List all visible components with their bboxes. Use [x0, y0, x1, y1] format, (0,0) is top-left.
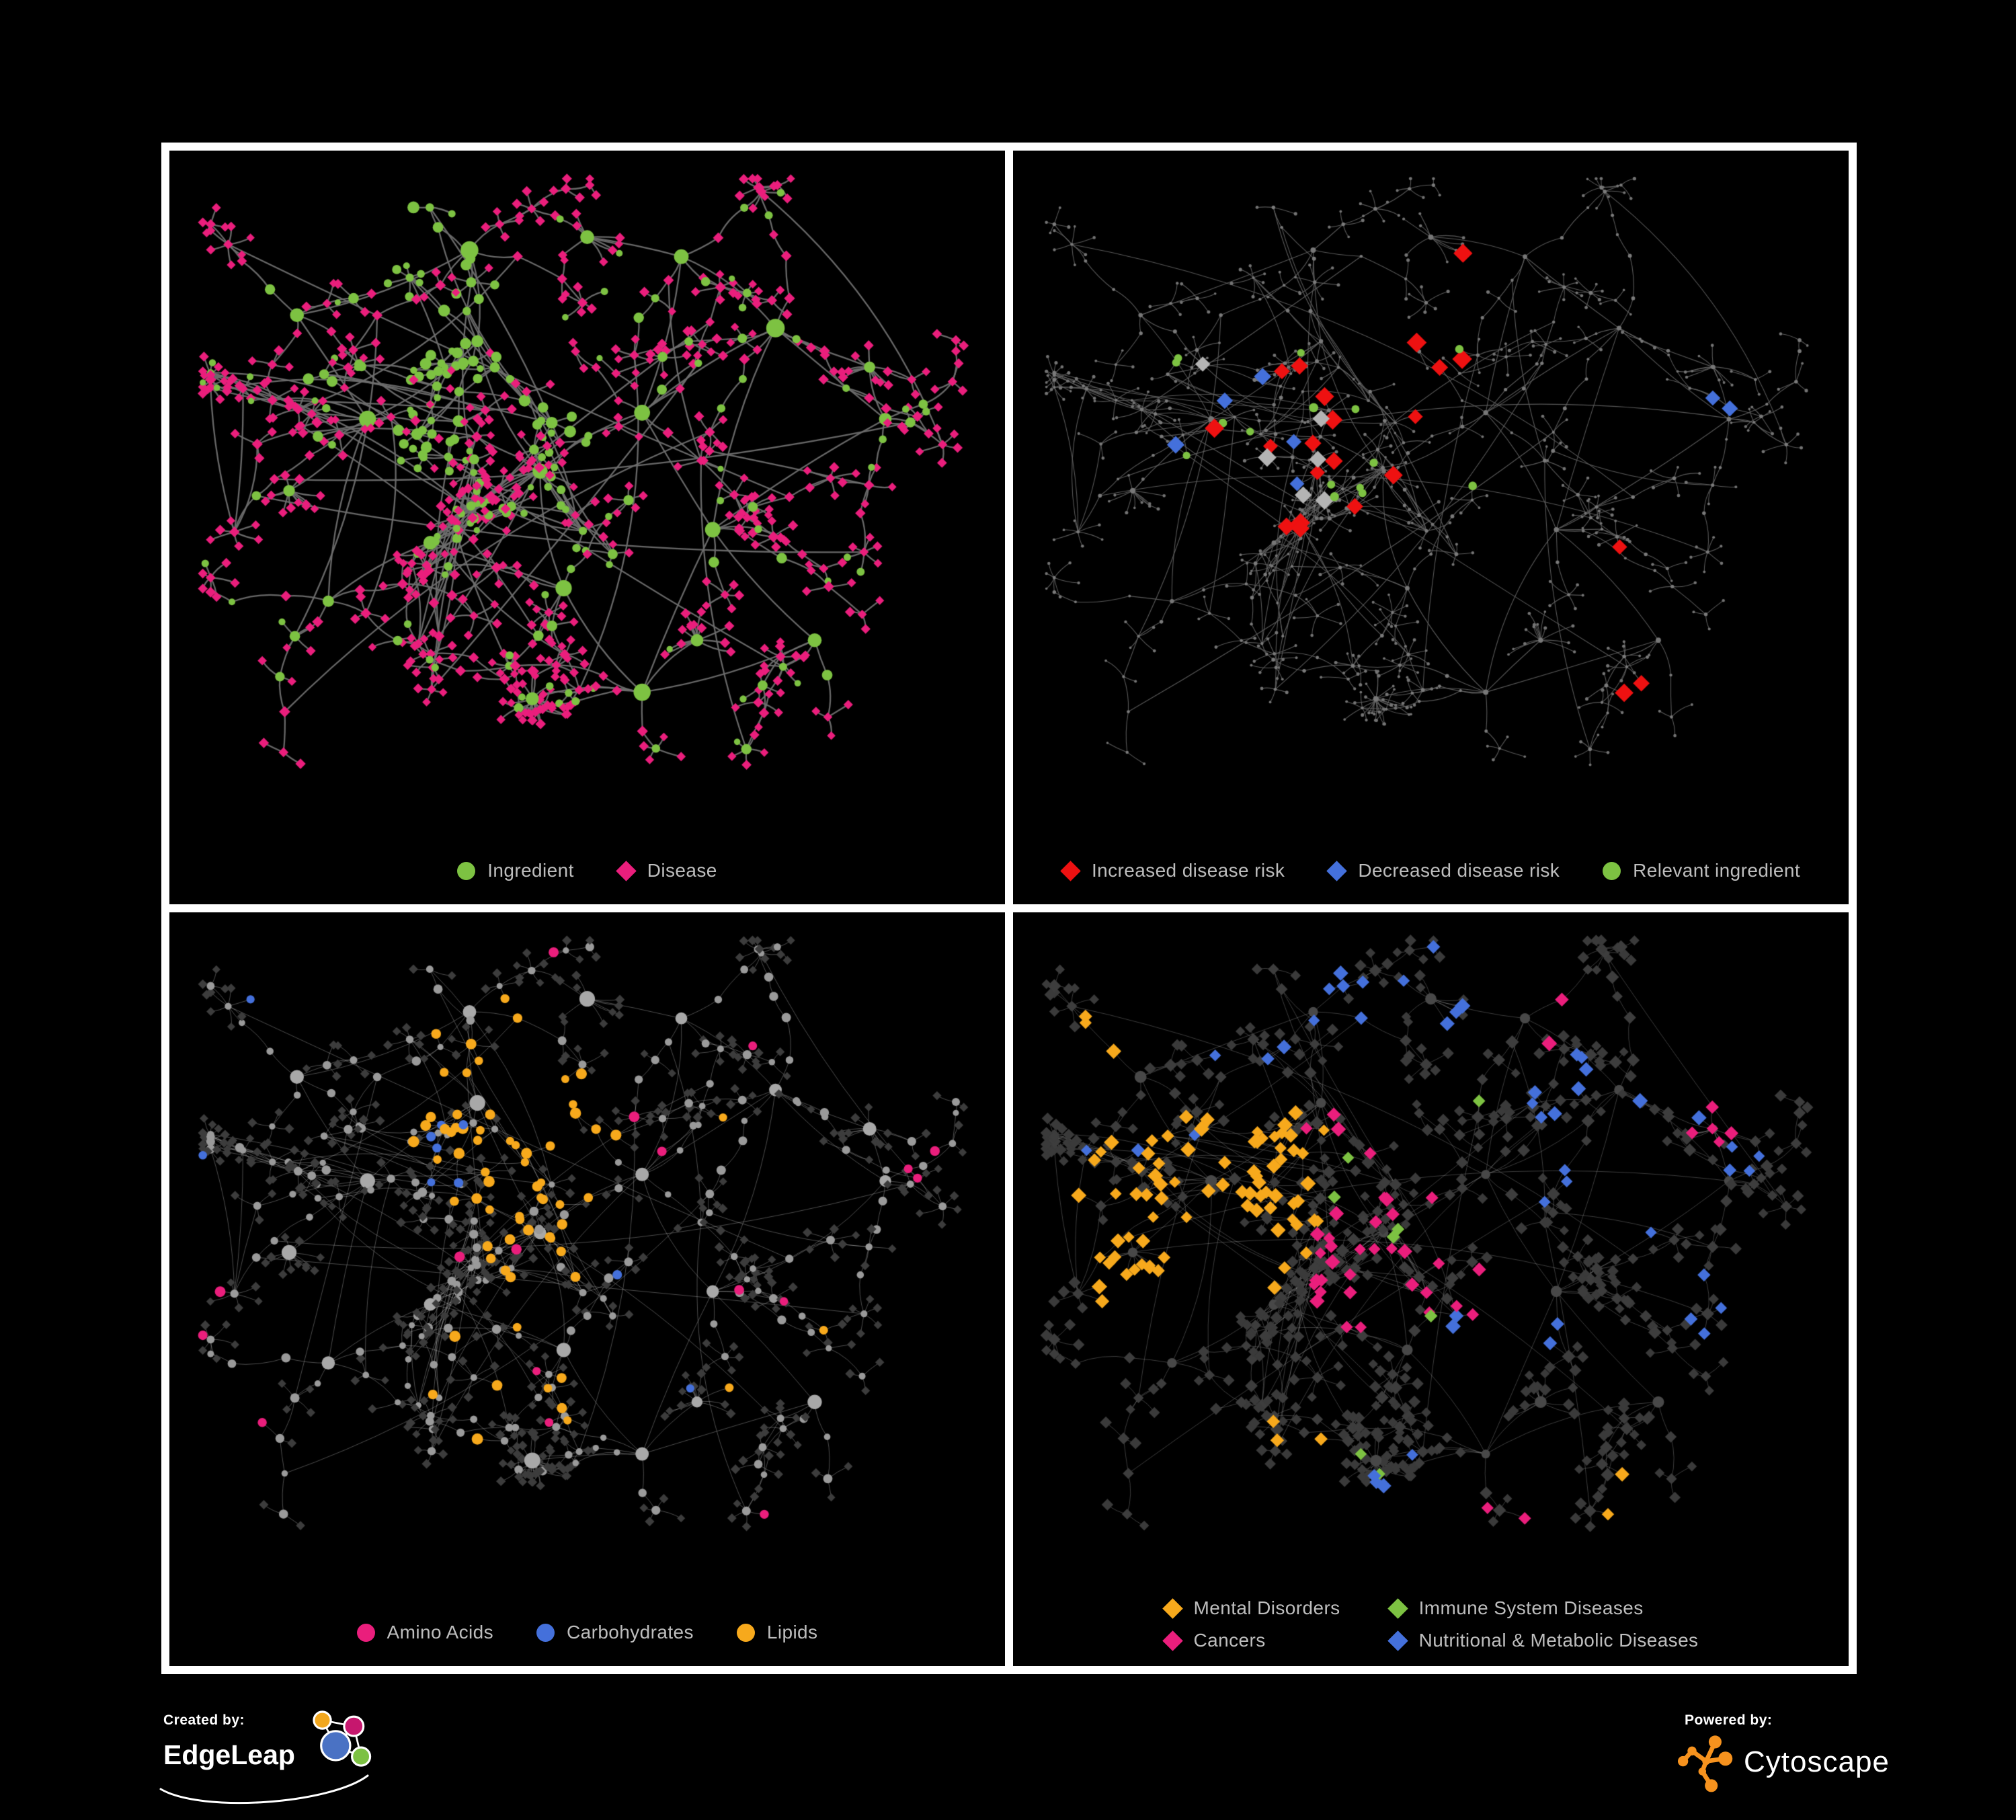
legend-item-amino-acids: Amino Acids — [356, 1622, 494, 1643]
legend-item-disease: Disease — [616, 860, 717, 881]
immune-system-diseases-diamond-icon — [1387, 1597, 1408, 1619]
cytoscape-wordmark: Cytoscape — [1744, 1745, 1890, 1778]
legend-item-lipids: Lipids — [736, 1622, 818, 1643]
legend-item-relevant-ingredient: Relevant ingredient — [1603, 860, 1800, 881]
network-grid: Ingredient Disease Increased disease ris… — [161, 143, 1857, 1674]
legend-label: Lipids — [766, 1622, 818, 1643]
edgeleap-brand: EdgeLeap — [159, 1710, 377, 1805]
network-graph-disease-categories — [1013, 912, 1849, 1666]
network-graph-ingredient-disease — [169, 151, 1005, 904]
panel-disease-risk: Increased disease risk Decreased disease… — [1013, 151, 1849, 904]
nutritional-metabolic-diseases-diamond-icon — [1387, 1630, 1408, 1651]
lipids-circle-icon — [736, 1623, 755, 1642]
cancers-diamond-icon — [1162, 1630, 1183, 1651]
legend-label: Mental Disorders — [1193, 1597, 1340, 1618]
panel-ingredient-disease: Ingredient Disease — [169, 151, 1005, 904]
cytoscape-logo-icon — [1678, 1735, 1733, 1792]
increased-risk-diamond-icon — [1060, 860, 1081, 881]
disease-diamond-icon — [616, 860, 637, 881]
cytoscape-brand: Cytoscape — [1678, 1731, 1890, 1793]
legend-label: Ingredient — [487, 860, 574, 881]
legend-item-decreased-risk: Decreased disease risk — [1326, 860, 1560, 881]
powered-by-label: Powered by: — [1685, 1712, 1773, 1728]
carbohydrates-circle-icon — [536, 1623, 555, 1642]
legend-item-ingredient: Ingredient — [457, 860, 574, 881]
legend-disease-categories: Mental Disorders Immune System Diseases … — [1013, 1597, 1849, 1651]
panel-disease-categories: Mental Disorders Immune System Diseases … — [1013, 912, 1849, 1666]
legend-item-carbohydrates: Carbohydrates — [536, 1622, 694, 1643]
legend-item-cancers: Cancers — [1162, 1630, 1340, 1651]
edgeleap-wordmark: EdgeLeap — [163, 1739, 295, 1770]
network-graph-nutrient-classes — [169, 912, 1005, 1666]
legend-label: Nutritional & Metabolic Diseases — [1418, 1630, 1699, 1651]
legend-item-immune-system-diseases: Immune System Diseases — [1387, 1597, 1699, 1619]
mental-disorders-diamond-icon — [1162, 1597, 1183, 1619]
legend-label: Carbohydrates — [567, 1622, 694, 1643]
panel-nutrient-classes: Amino Acids Carbohydrates Lipids — [169, 912, 1005, 1666]
legend-ingredient-disease: Ingredient Disease — [169, 860, 1005, 881]
legend-label: Decreased disease risk — [1358, 860, 1560, 881]
legend-disease-risk: Increased disease risk Decreased disease… — [1013, 860, 1849, 881]
decreased-risk-diamond-icon — [1326, 860, 1348, 881]
legend-label: Amino Acids — [387, 1622, 494, 1643]
legend-label: Increased disease risk — [1091, 860, 1285, 881]
legend-label: Immune System Diseases — [1418, 1597, 1644, 1618]
legend-nutrient-classes: Amino Acids Carbohydrates Lipids — [169, 1622, 1005, 1643]
legend-label: Cancers — [1193, 1630, 1266, 1651]
created-by-block: Created by: EdgeLeap — [159, 1710, 377, 1805]
relevant-ingredient-circle-icon — [1603, 861, 1621, 880]
edgeleap-logo-icon — [313, 1710, 372, 1767]
legend-label: Relevant ingredient — [1633, 860, 1801, 881]
ingredient-circle-icon — [457, 861, 476, 880]
legend-item-nutritional-metabolic-diseases: Nutritional & Metabolic Diseases — [1387, 1630, 1699, 1651]
network-graph-disease-risk — [1013, 151, 1849, 904]
legend-item-increased-risk: Increased disease risk — [1060, 860, 1285, 881]
legend-label: Disease — [647, 860, 717, 881]
legend-item-mental-disorders: Mental Disorders — [1162, 1597, 1340, 1619]
powered-by-block: Powered by: — [1678, 1712, 1890, 1793]
amino-acids-circle-icon — [356, 1623, 375, 1642]
created-by-label: Created by: — [163, 1712, 245, 1728]
